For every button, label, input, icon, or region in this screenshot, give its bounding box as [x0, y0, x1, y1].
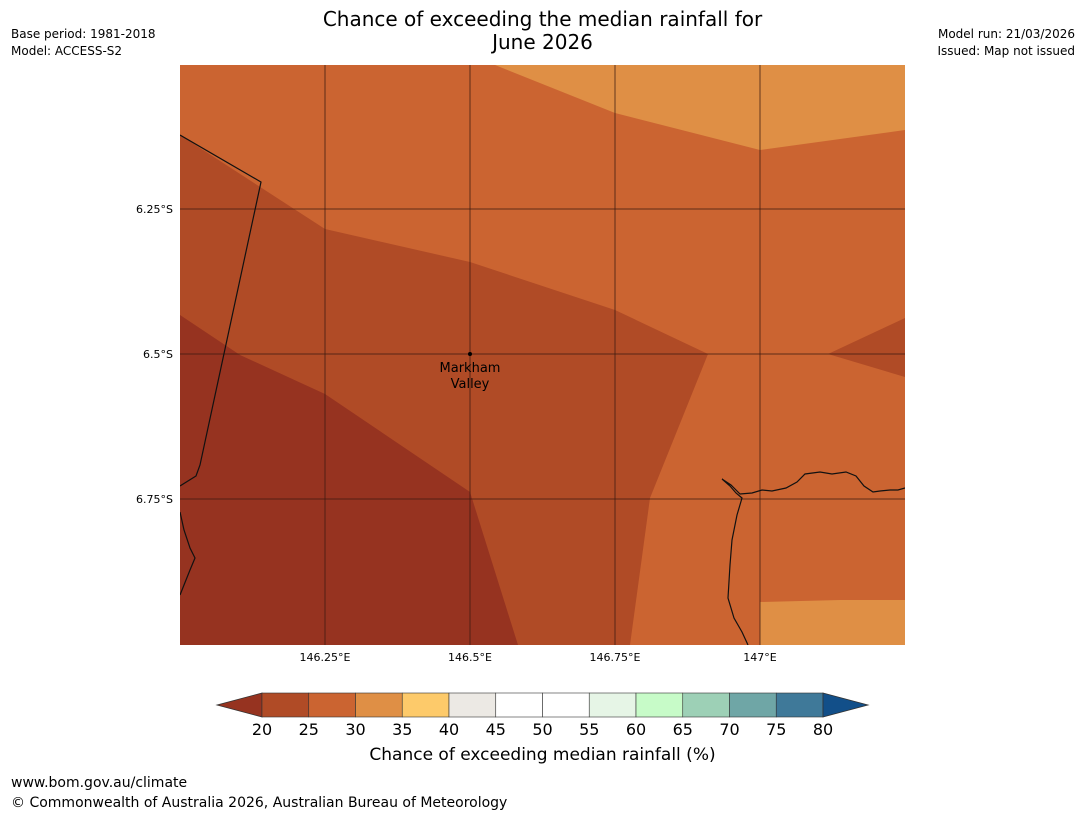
- colorbar-segment: [775, 692, 824, 718]
- colorbar-tick-label: 50: [532, 720, 552, 739]
- title-line-2: June 2026: [492, 30, 593, 54]
- colorbar-segment: [729, 692, 777, 718]
- metadata-right: Model run: 21/03/2026 Issued: Map not is…: [937, 26, 1075, 60]
- colorbar-tick-label: 30: [345, 720, 365, 739]
- colorbar-tick-label: 35: [392, 720, 412, 739]
- colorbar-segment: [401, 692, 450, 718]
- lon-label: 146.75°E: [590, 651, 641, 664]
- colorbar-segment: [635, 692, 684, 718]
- province-boundary: [180, 134, 262, 487]
- colorbar-tick-label: 45: [486, 720, 506, 739]
- colorbar-tick-label: 55: [579, 720, 599, 739]
- boundaries: [180, 134, 905, 645]
- location-marker: [468, 352, 472, 356]
- colorbar-segment: [308, 692, 356, 718]
- colorbar-tick-label: 40: [439, 720, 459, 739]
- lon-label: 146.25°E: [300, 651, 351, 664]
- colorbar-under-arrow: [215, 692, 263, 718]
- footer-url[interactable]: www.bom.gov.au/climate: [11, 775, 188, 791]
- coastline-east: [721, 471, 905, 645]
- colorbar-segment: [355, 692, 403, 718]
- lat-label: 6.25°S: [136, 203, 173, 216]
- lat-label: 6.75°S: [136, 493, 173, 506]
- colorbar-segment: [495, 692, 543, 718]
- lon-axis-labels: 146.25°E 146.5°E 146.75°E 147°E: [300, 651, 777, 664]
- colorbar-tick-label: 70: [719, 720, 739, 739]
- colorbar-tick-label: 20: [252, 720, 272, 739]
- lat-axis-labels: 6.25°S 6.5°S 6.75°S: [136, 203, 173, 506]
- lon-label: 146.5°E: [448, 651, 492, 664]
- colorbar-tick-label: 25: [299, 720, 319, 739]
- colorbar-label: Chance of exceeding median rainfall (%): [369, 745, 716, 765]
- map-area: Markham Valley: [180, 65, 905, 645]
- colorbar-over-arrow: [822, 692, 870, 718]
- place-label-line-1: Markham: [440, 361, 501, 376]
- region-35-40-south: [760, 600, 905, 645]
- region-20-25: [180, 315, 518, 645]
- colorbar-tick-label: 75: [766, 720, 786, 739]
- title-line-1: Chance of exceeding the median rainfall …: [322, 7, 763, 31]
- model-name: Model: ACCESS-S2: [11, 44, 123, 58]
- colorbar-tick-label: 80: [813, 720, 833, 739]
- colorbar-tick-label: 60: [626, 720, 646, 739]
- map-title: Chance of exceeding the median rainfall …: [0, 8, 1085, 54]
- region-25-30-east: [828, 318, 905, 377]
- graticule: [180, 65, 905, 645]
- model-run: Model run: 21/03/2026: [937, 27, 1075, 41]
- colorbar-segment: [542, 692, 590, 718]
- colorbar-segment: [682, 692, 730, 718]
- metadata-left: Base period: 1981-2018 Model: ACCESS-S2: [11, 26, 156, 60]
- colorbar-segment: [261, 692, 310, 718]
- coastline-west: [180, 511, 196, 596]
- base-period: Base period: 1981-2018: [11, 27, 156, 41]
- colorbar-segment: [588, 692, 637, 718]
- colorbar-tick-label: 65: [673, 720, 693, 739]
- lon-label: 147°E: [743, 651, 776, 664]
- issued-status: Issued: Map not issued: [937, 44, 1075, 58]
- colorbar-segment: [448, 692, 497, 718]
- region-35-40-north: [495, 65, 905, 150]
- colorbar: 20 25 30 35 40 45 50 55 60 65 70 75 80: [215, 692, 870, 739]
- lat-label: 6.5°S: [143, 348, 173, 361]
- footer-copyright: © Commonwealth of Australia 2026, Austra…: [11, 795, 508, 811]
- place-label-line-2: Valley: [451, 377, 490, 392]
